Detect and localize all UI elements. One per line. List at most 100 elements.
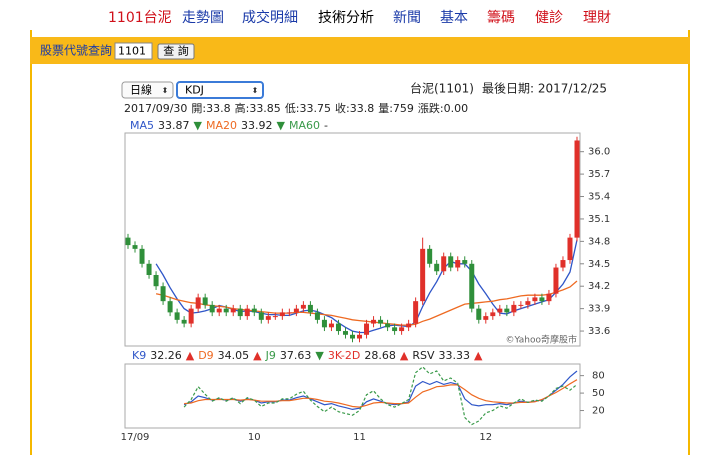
nav-item[interactable]: 健診 (535, 10, 563, 26)
legend-arrow: ▼ (194, 119, 203, 132)
candle-body (476, 308, 482, 320)
candle-body (342, 331, 348, 335)
y-tick-label: 20 (592, 406, 605, 417)
select-arrow: ⬍ (252, 86, 259, 95)
candle-body (539, 297, 545, 302)
candle-body (385, 323, 391, 328)
legend-name: J9 (265, 349, 276, 362)
legend-arrow: ▲ (186, 349, 195, 362)
candle-body (399, 327, 405, 332)
y-tick-label: 33.9 (588, 304, 610, 315)
search-button[interactable] (157, 43, 195, 60)
y-tick-label: 35.1 (588, 214, 610, 225)
x-tick-label: 11 (353, 432, 366, 443)
kdj-line (183, 366, 578, 426)
nav-item[interactable]: 基本 (440, 9, 468, 26)
candle-body (525, 301, 531, 305)
candle-body (139, 248, 145, 264)
stock-name: 台泥(1101) (410, 81, 474, 96)
kdj-line (183, 370, 578, 411)
candle-body (335, 323, 341, 332)
search-label: 股票代號查詢 (40, 43, 112, 58)
kdj-plot-frame (124, 363, 581, 429)
nav-item[interactable]: 成交明細 (242, 9, 298, 26)
candle-body (188, 308, 194, 324)
candle-body (357, 334, 363, 339)
legend-value: 32.26 (150, 349, 182, 362)
candle-body (314, 312, 320, 320)
candle-body (483, 316, 489, 320)
candle-body (160, 286, 166, 302)
nav-stock[interactable]: 1101台泥 (108, 10, 172, 26)
candle-body (328, 323, 334, 328)
legend-name: MA5 (130, 119, 154, 132)
legend-arrow: ▲ (474, 349, 483, 362)
y-tick-label: 33.6 (588, 326, 610, 337)
legend-value: 33.92 (241, 119, 273, 132)
indicator-select[interactable] (176, 81, 264, 99)
candle-body (244, 308, 250, 317)
candle-body (560, 260, 566, 268)
search-input[interactable] (114, 42, 153, 60)
candle-body (532, 297, 538, 302)
candle-body (406, 323, 412, 328)
candle-body (469, 263, 475, 309)
y-tick-label: 80 (592, 371, 605, 382)
candle-body (132, 245, 138, 249)
candle-body (427, 248, 433, 264)
candle-body (202, 297, 208, 305)
candle-body (125, 237, 131, 246)
nav-item[interactable]: 新聞 (393, 10, 421, 26)
candle-body (546, 293, 552, 302)
candle-body (413, 301, 419, 324)
select-arrow: ⬍ (162, 86, 169, 95)
legend-value: 33.33 (438, 349, 470, 362)
candle-body (279, 312, 285, 317)
candle-body (518, 304, 524, 306)
x-tick-label: 12 (479, 432, 492, 443)
period-select-text: 日線 (130, 83, 152, 97)
legend-arrow: ▲ (400, 349, 409, 362)
candle-body (378, 319, 384, 324)
legend-name: 3K-2D (328, 349, 361, 362)
candle-body (420, 248, 426, 302)
ohlc-header: 量:759 (378, 102, 414, 115)
nav-item[interactable]: 技術分析 (318, 10, 374, 26)
candle-body (567, 237, 573, 261)
y-tick-label: 35.7 (588, 169, 610, 180)
candle-body (553, 267, 559, 294)
watermark: ©Yahoo奇摩股市 (506, 334, 578, 346)
nav-item[interactable]: 走勢圖 (182, 10, 224, 26)
kdj-line (184, 379, 578, 408)
candle-body (258, 312, 264, 320)
x-tick-label: 10 (248, 432, 261, 443)
y-tick-label: 34.2 (588, 281, 610, 292)
y-tick-label: 50 (592, 388, 605, 399)
candle-body (251, 308, 257, 313)
candle-body (511, 304, 517, 313)
ohlc-header: 低:33.75 (285, 102, 331, 115)
candle-body (448, 256, 454, 268)
period-select[interactable] (121, 81, 174, 99)
ohlc-header: 高:33.85 (235, 101, 281, 115)
y-tick-label: 34.8 (588, 236, 610, 247)
legend-name: MA20 (206, 119, 237, 132)
legend-arrow: ▲ (253, 349, 262, 362)
nav-item[interactable]: 籌碼 (487, 10, 515, 26)
legend-name: RSV (412, 349, 435, 362)
candle-body (371, 319, 377, 324)
candle-body (216, 308, 222, 313)
candle-body (364, 323, 370, 335)
candle-body (237, 308, 243, 317)
legend-value: 34.05 (218, 349, 250, 362)
ma-line (155, 239, 578, 334)
ohlc-header: 收:33.8 (335, 101, 374, 115)
candle-body (307, 304, 313, 313)
frame-left (30, 30, 32, 455)
candle-body (574, 140, 580, 238)
candle-body (230, 308, 236, 313)
search-button-text: 查 詢 (163, 44, 189, 58)
price-plot-frame (124, 132, 581, 347)
nav-item[interactable]: 理財 (583, 10, 611, 26)
